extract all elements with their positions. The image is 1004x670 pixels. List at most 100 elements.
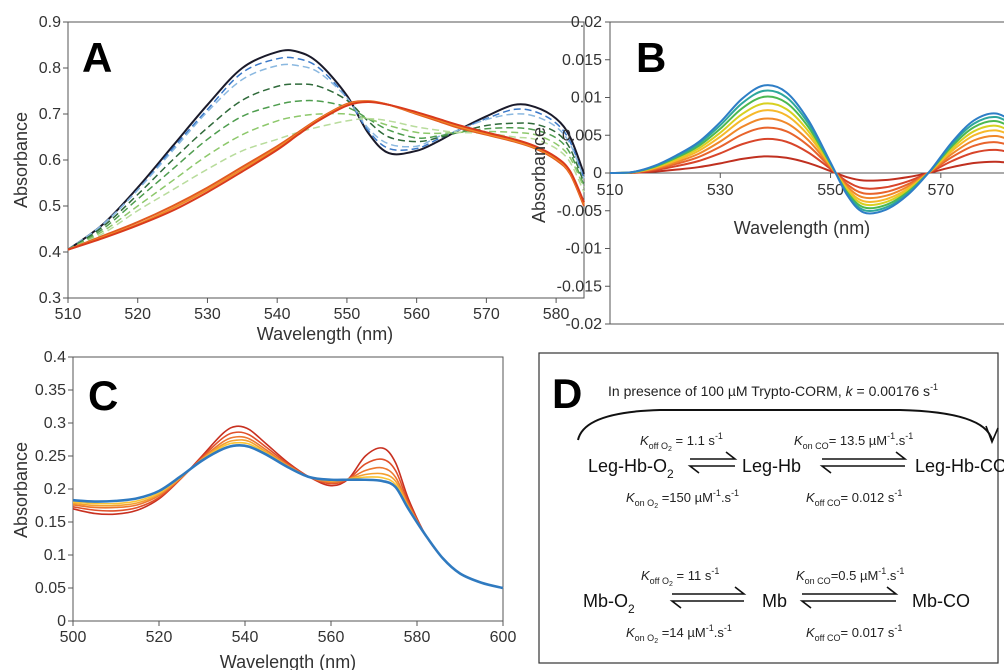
- equilibrium-arrow-mb-co: [799, 586, 899, 609]
- series-line-a-6: [67, 117, 585, 251]
- y-tick-label: 0.015: [562, 52, 602, 69]
- x-tick-label: 530: [707, 182, 734, 199]
- x-tick-label: 600: [490, 629, 517, 646]
- species-mb: Mb: [762, 591, 787, 611]
- panel-d-header: In presence of 100 µM Trypto-CORM, k = 0…: [608, 382, 938, 399]
- series-line-c-5: [72, 443, 504, 590]
- panel-c-ylabel: Absorbance: [11, 442, 31, 538]
- species-leg-hb-o2: Leg-Hb-O2: [588, 456, 674, 481]
- y-tick-label: 0.3: [39, 290, 61, 307]
- panel-c-xlabel: Wavelength (nm): [220, 652, 356, 670]
- equilibrium-arrow-mb-o2: [669, 586, 747, 609]
- panel-b-x-ticks: 510 530 550 570: [597, 173, 954, 199]
- y-tick-label: -0.015: [557, 278, 602, 295]
- panel-d-letter: D: [552, 370, 582, 417]
- y-tick-label: 0.4: [39, 244, 61, 261]
- panel-b-xlabel: Wavelength (nm): [734, 218, 870, 238]
- x-tick-label: 520: [124, 306, 151, 323]
- x-tick-label: 530: [194, 306, 221, 323]
- series-line-b-1: [609, 137, 1004, 190]
- series-line-a-1: [67, 56, 585, 251]
- equilibrium-arrow-leghb-o2: [687, 451, 738, 474]
- y-tick-label: -0.005: [557, 203, 602, 220]
- y-tick-label: 0.8: [39, 60, 61, 77]
- y-tick-label: 0.7: [39, 106, 61, 123]
- series-line-a-4: [67, 99, 585, 251]
- rate-koff-co-leghb: Koff CO= 0.012 s-1: [806, 488, 902, 508]
- y-tick-label: 0.02: [571, 14, 602, 31]
- y-tick-label: 0: [593, 165, 602, 182]
- rate-koff-o2-leghb: Koff O2 = 1.1 s-1: [640, 431, 723, 453]
- y-tick-label: 0.1: [44, 547, 66, 564]
- panel-d-bracket-arrowhead: [985, 425, 999, 445]
- y-tick-label: 0.35: [35, 382, 66, 399]
- panel-a-series: [67, 49, 585, 251]
- series-line-a-0: [67, 49, 585, 251]
- panel-a: 0.3 0.4 0.5 0.6 0.7 0.8 0.9 510 520 530 540 550 560…: [11, 14, 585, 344]
- rate-koff-o2-mb: Koff O2 = 11 s-1: [641, 566, 719, 588]
- series-line-b-2: [609, 126, 1004, 195]
- x-tick-label: 510: [55, 306, 82, 323]
- x-tick-label: 570: [473, 306, 500, 323]
- y-tick-label: 0.9: [39, 14, 61, 31]
- y-tick-label: 0.5: [39, 198, 61, 215]
- series-line-a-5: [67, 112, 585, 251]
- panel-c-plot-frame: [72, 356, 504, 622]
- x-tick-label: 540: [264, 306, 291, 323]
- x-tick-label: 550: [334, 306, 361, 323]
- y-tick-label: 0.05: [35, 580, 66, 597]
- x-tick-label: 550: [817, 182, 844, 199]
- x-tick-label: 560: [403, 306, 430, 323]
- series-line-b-5: [609, 102, 1004, 207]
- equilibrium-arrow-leghb-co: [819, 451, 908, 474]
- species-mb-o2: Mb-O2: [583, 591, 635, 616]
- y-tick-label: 0.25: [35, 448, 66, 465]
- y-tick-label: 0.4: [44, 349, 66, 366]
- x-tick-label: 570: [927, 182, 954, 199]
- rate-kon-o2-leghb: Kon O2 =150 µM-1.s-1: [626, 488, 739, 510]
- y-tick-label: 0.2: [44, 481, 66, 498]
- panel-d-bracket-curve: [577, 409, 993, 441]
- series-line-a-9: [67, 101, 585, 251]
- panel-c-letter: C: [88, 372, 118, 419]
- x-tick-label: 580: [543, 306, 570, 323]
- x-tick-label: 580: [404, 629, 431, 646]
- panel-a-letter: A: [82, 34, 112, 81]
- rate-kon-co-leghb: Kon CO= 13.5 µM-1.s-1: [794, 431, 913, 451]
- panel-d-frame: [538, 352, 999, 664]
- panel-c: 00.050.10.150.20.250.30.350.4 500 520 540 5…: [11, 349, 516, 670]
- species-leg-hb: Leg-Hb: [742, 456, 801, 476]
- y-tick-label: 0: [57, 613, 66, 630]
- panel-d: D In presence of 100 µM Trypto-CORM, k =…: [538, 352, 1004, 664]
- y-tick-label: -0.02: [566, 316, 603, 333]
- panel-b-letter: B: [636, 34, 666, 81]
- x-tick-label: 560: [318, 629, 345, 646]
- panel-b: -0.02 -0.015 -0.01 -0.005 0 0.005 0.01 0.015 0.0…: [529, 14, 1004, 333]
- panel-a-y-ticks: 0.3 0.4 0.5 0.6 0.7 0.8 0.9: [39, 14, 68, 307]
- rate-kon-o2-mb: Kon O2 =14 µM-1.s-1: [626, 623, 732, 645]
- panel-c-series: [72, 425, 504, 590]
- y-tick-label: -0.01: [566, 241, 603, 258]
- panel-a-xlabel: Wavelength (nm): [257, 324, 393, 344]
- panel-c-x-ticks: 500 520 540 560 580 600: [60, 621, 517, 646]
- rate-kon-co-mb: Kon CO=0.5 µM-1.s-1: [796, 566, 904, 586]
- y-tick-label: 0.01: [571, 90, 602, 107]
- panel-a-ylabel: Absorbance: [11, 112, 31, 208]
- series-line-b-4: [609, 109, 1004, 203]
- x-tick-label: 520: [146, 629, 173, 646]
- panel-c-y-ticks: 0 0.05 0.1 0.15 0.2 0.25 0.3 0.35 0.4: [35, 349, 73, 630]
- species-leg-hb-co: Leg-Hb-CO: [915, 456, 1004, 476]
- x-tick-label: 500: [60, 629, 87, 646]
- rate-koff-co-mb: Koff CO= 0.017 s-1: [806, 623, 902, 643]
- panel-a-plot-frame: [67, 21, 585, 299]
- species-mb-co: Mb-CO: [912, 591, 970, 611]
- x-tick-label: 540: [232, 629, 259, 646]
- panel-b-ylabel: Absorbance: [529, 127, 549, 223]
- y-tick-label: 0.6: [39, 152, 61, 169]
- panel-b-y-ticks: -0.02 -0.015 -0.01 -0.005 0 0.005 0.01 0.015 0.0…: [557, 14, 610, 333]
- series-line-b-6: [609, 95, 1004, 210]
- panel-b-series: [609, 84, 1004, 215]
- x-tick-label: 510: [597, 182, 624, 199]
- series-line-b-3: [609, 117, 1004, 200]
